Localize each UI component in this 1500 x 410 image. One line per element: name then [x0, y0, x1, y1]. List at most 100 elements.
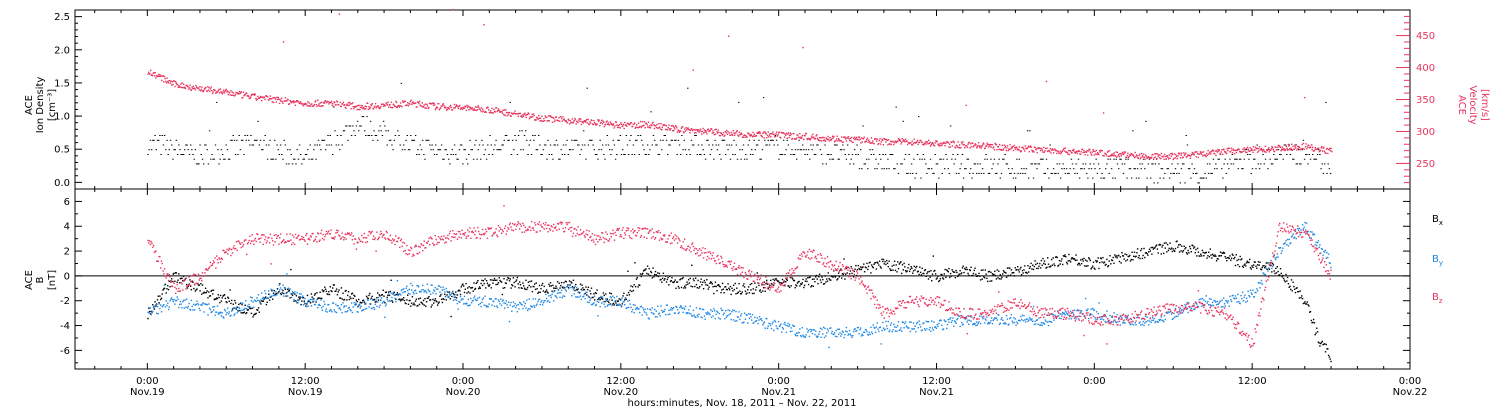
by-point — [393, 294, 395, 296]
by-point — [358, 304, 360, 307]
velocity-point — [1320, 147, 1322, 149]
velocity-point — [336, 100, 338, 102]
velocity-point — [1144, 158, 1146, 160]
bx-point — [672, 281, 675, 284]
velocity-point — [718, 131, 720, 134]
velocity-point — [465, 109, 467, 112]
by-point — [336, 305, 339, 307]
density-point — [958, 172, 960, 174]
bx-point — [1178, 251, 1181, 253]
density-point — [774, 135, 777, 136]
velocity-point — [1066, 151, 1069, 154]
velocity-point — [1086, 150, 1088, 152]
bx-point — [909, 268, 912, 270]
by-point — [352, 306, 354, 308]
bx-point — [1110, 259, 1113, 261]
velocity-point — [1009, 143, 1011, 146]
density-point — [837, 158, 839, 160]
velocity-point — [363, 108, 366, 110]
bx-point — [1068, 253, 1070, 256]
velocity-point — [438, 109, 441, 111]
density-point — [1232, 163, 1235, 165]
bx-point — [1193, 246, 1196, 248]
bx-point — [720, 291, 722, 294]
density-point — [218, 163, 220, 165]
velocity-point — [533, 114, 535, 117]
density-point — [738, 101, 740, 103]
density-point — [701, 144, 703, 146]
density-point — [1286, 154, 1288, 155]
bx-point — [691, 264, 693, 266]
velocity-point — [586, 122, 588, 124]
by-point — [630, 306, 632, 308]
bx-point — [979, 275, 981, 277]
by-point — [324, 303, 326, 305]
velocity-point — [818, 136, 821, 139]
bx-point — [441, 301, 444, 304]
bx-point — [1294, 288, 1296, 290]
bx-point — [246, 309, 249, 311]
density-point — [571, 139, 573, 141]
velocity-point — [920, 139, 922, 142]
density-point — [700, 154, 702, 155]
by-point — [294, 293, 297, 295]
density-point — [327, 135, 329, 136]
density-point — [1280, 154, 1282, 155]
density-point — [359, 125, 361, 127]
bx-point — [365, 295, 368, 297]
bx-point — [1032, 268, 1035, 271]
velocity-point — [980, 147, 982, 149]
velocity-point — [862, 138, 865, 140]
velocity-point — [453, 107, 455, 109]
bx-point — [1050, 265, 1052, 267]
velocity-point — [559, 120, 561, 122]
by-point — [543, 300, 545, 302]
density-point — [936, 163, 939, 165]
bx-point — [1088, 257, 1090, 259]
bx-point — [838, 276, 840, 278]
density-point — [526, 139, 528, 141]
velocity-point — [640, 126, 642, 129]
bx-point — [568, 286, 570, 289]
by-point — [671, 309, 673, 311]
bx-point — [502, 287, 504, 289]
by-point — [486, 305, 489, 307]
velocity-point — [219, 88, 222, 90]
velocity-point — [1291, 149, 1293, 151]
bx-point — [708, 286, 710, 288]
bx-point — [957, 274, 960, 276]
bx-point — [1172, 248, 1174, 250]
velocity-point — [879, 143, 882, 145]
velocity-point — [338, 13, 341, 15]
bx-point — [253, 314, 255, 316]
bx-point — [631, 290, 633, 293]
bx-point — [854, 268, 856, 270]
bottom-panel-frame — [74, 188, 1411, 370]
by-point — [533, 304, 535, 307]
density-point — [427, 139, 430, 141]
velocity-point — [1270, 148, 1272, 150]
velocity-point — [1273, 150, 1275, 152]
bx-point — [844, 278, 846, 280]
by-point — [182, 299, 185, 302]
density-point — [1073, 168, 1075, 170]
density-point — [572, 149, 574, 151]
by-point — [420, 291, 422, 293]
density-point — [902, 120, 904, 122]
density-point — [483, 154, 485, 155]
velocity-point — [339, 101, 341, 104]
bx-point — [288, 289, 290, 291]
by-point — [686, 312, 688, 315]
bx-point — [785, 278, 788, 280]
density-point — [493, 149, 495, 151]
density-point — [1163, 177, 1165, 179]
bx-point — [983, 277, 986, 279]
bx-point — [559, 287, 561, 289]
bx-point — [1203, 255, 1205, 257]
by-point — [585, 291, 587, 294]
bx-point — [156, 303, 158, 305]
bx-point — [732, 290, 734, 292]
bx-point — [180, 277, 182, 279]
velocity-point — [287, 98, 289, 101]
bx-point — [1264, 267, 1266, 269]
